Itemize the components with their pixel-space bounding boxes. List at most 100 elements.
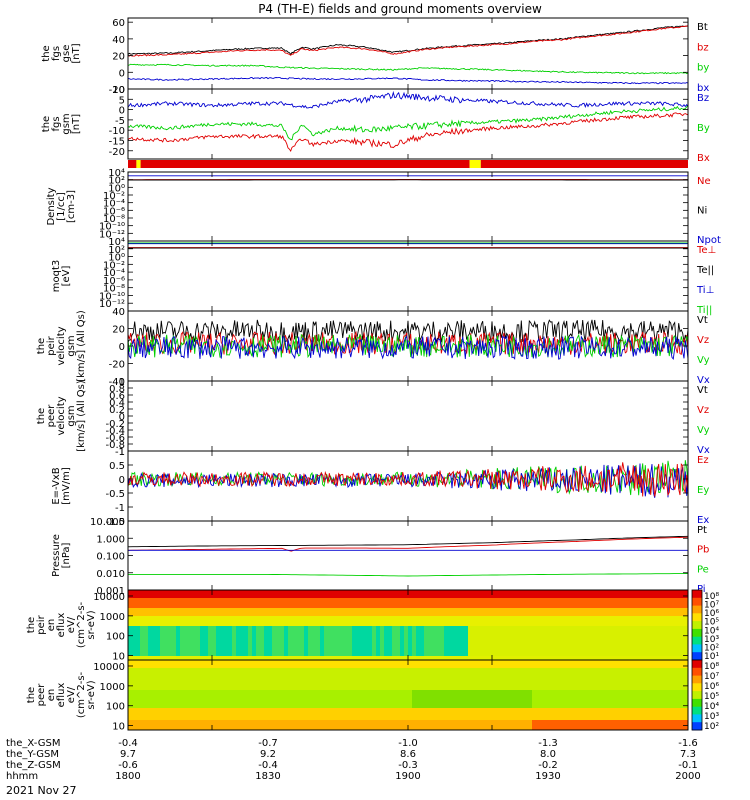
colorbar-segment	[692, 652, 702, 661]
spectrogram-cell	[544, 656, 549, 660]
spectrogram-cell	[616, 590, 621, 598]
spectrogram-cell	[228, 690, 233, 708]
y-tick-label: 20	[112, 325, 125, 336]
spectrogram-cell	[404, 708, 409, 720]
spectrogram-cell	[544, 590, 549, 598]
spectrogram-cell	[620, 616, 625, 626]
spectrogram-cell	[632, 608, 637, 616]
spectrogram-cell	[168, 690, 173, 708]
spectrogram-cell	[180, 626, 185, 656]
spectrogram-cell	[460, 656, 465, 660]
spectrogram-cell	[496, 720, 501, 730]
y-tick-label: 0.8	[109, 384, 125, 395]
spectrogram-cell	[468, 720, 473, 730]
legend-Npot: Npot	[697, 235, 721, 246]
spectrogram-cell	[308, 660, 313, 668]
spectrogram-cell	[284, 660, 289, 668]
spectrogram-cell	[484, 660, 489, 668]
spectrogram-cell	[584, 708, 589, 720]
series-by-line	[127, 63, 689, 75]
spectrogram-cell	[356, 660, 361, 668]
spectrogram-cell	[428, 690, 433, 708]
spectrogram-cell	[652, 690, 657, 708]
spectrogram-cell	[136, 626, 141, 656]
spectrogram-cell	[252, 708, 257, 720]
spectrogram-cell	[664, 656, 669, 660]
spectrogram-cell	[644, 656, 649, 660]
spectrogram-cell	[132, 626, 137, 656]
spectrogram-cell	[180, 616, 185, 626]
spectrogram-cell	[572, 598, 577, 608]
y-axis-label: peer	[36, 683, 47, 707]
spectrogram-cell	[212, 608, 217, 616]
legend-By: By	[697, 123, 710, 134]
spectrogram-cell	[596, 590, 601, 598]
spectrogram-cell	[344, 616, 349, 626]
spectrogram-cell	[660, 708, 665, 720]
spectrogram-cell	[616, 720, 621, 730]
spectrogram-cell	[460, 660, 465, 668]
spectrogram-cell	[232, 656, 237, 660]
y-axis-label: the	[26, 617, 37, 633]
spectrogram-cell	[596, 708, 601, 720]
spectrogram-cell	[396, 690, 401, 708]
spectrogram-cell	[552, 608, 557, 616]
spectrogram-cell	[404, 626, 409, 656]
spectrogram-cell	[432, 708, 437, 720]
spectrogram-cell	[460, 668, 465, 690]
spectrogram-cell	[372, 708, 377, 720]
spectrogram-cell	[628, 598, 633, 608]
spectrogram-cell	[200, 708, 205, 720]
spectrogram-cell	[616, 626, 621, 656]
spectrogram-cell	[608, 608, 613, 616]
y-tick-label: -0.6	[105, 433, 125, 444]
spectrogram-cell	[332, 598, 337, 608]
spectrogram-cell	[368, 668, 373, 690]
spectrogram-cell	[176, 708, 181, 720]
spectrogram-cell	[180, 690, 185, 708]
spectrogram-cell	[448, 590, 453, 598]
spectrogram-cell	[512, 660, 517, 668]
spectrogram-cell	[492, 660, 497, 668]
series-Bz-line	[127, 90, 689, 109]
spectrogram-cell	[288, 616, 293, 626]
spectrogram-cell	[204, 720, 209, 730]
spectrogram-cell	[360, 598, 365, 608]
spectrogram-cell	[136, 720, 141, 730]
spectrogram-cell	[540, 660, 545, 668]
spectrogram-cell	[336, 626, 341, 656]
spectrogram-cell	[616, 690, 621, 708]
spectrogram-cell	[664, 608, 669, 616]
spectrogram-cell	[240, 608, 245, 616]
spectrogram-cell	[156, 720, 161, 730]
legend-Vz: Vz	[697, 335, 709, 346]
spectrogram-cell	[188, 626, 193, 656]
spectrogram-cell	[608, 626, 613, 656]
spectrogram-cell	[372, 626, 377, 656]
spectrogram-cell	[616, 608, 621, 616]
spectrogram-cell	[524, 708, 529, 720]
spectrogram-cell	[604, 616, 609, 626]
spectrogram-cell	[500, 626, 505, 656]
y-tick-label: -15	[109, 137, 125, 148]
spectrogram-cell	[268, 708, 273, 720]
spectrogram-cell	[436, 616, 441, 626]
colorbar-segment	[692, 675, 702, 684]
spectrogram-cell	[676, 656, 681, 660]
spectrogram-cell	[564, 660, 569, 668]
spectrogram-cell	[192, 590, 197, 598]
spectrogram-cell	[480, 616, 485, 626]
spectrogram-cell	[396, 608, 401, 616]
spectrogram-cell	[144, 590, 149, 598]
spectrogram-cell	[448, 720, 453, 730]
spectrogram-cell	[512, 616, 517, 626]
spectrogram-cell	[552, 708, 557, 720]
y-tick-label: 10⁰	[108, 253, 125, 264]
spectrogram-cell	[448, 608, 453, 616]
spectrogram-cell	[184, 616, 189, 626]
spectrogram-cell	[320, 668, 325, 690]
spectrogram-cell	[212, 626, 217, 656]
spectrogram-cell	[292, 656, 297, 660]
spectrogram-cell	[552, 590, 557, 598]
